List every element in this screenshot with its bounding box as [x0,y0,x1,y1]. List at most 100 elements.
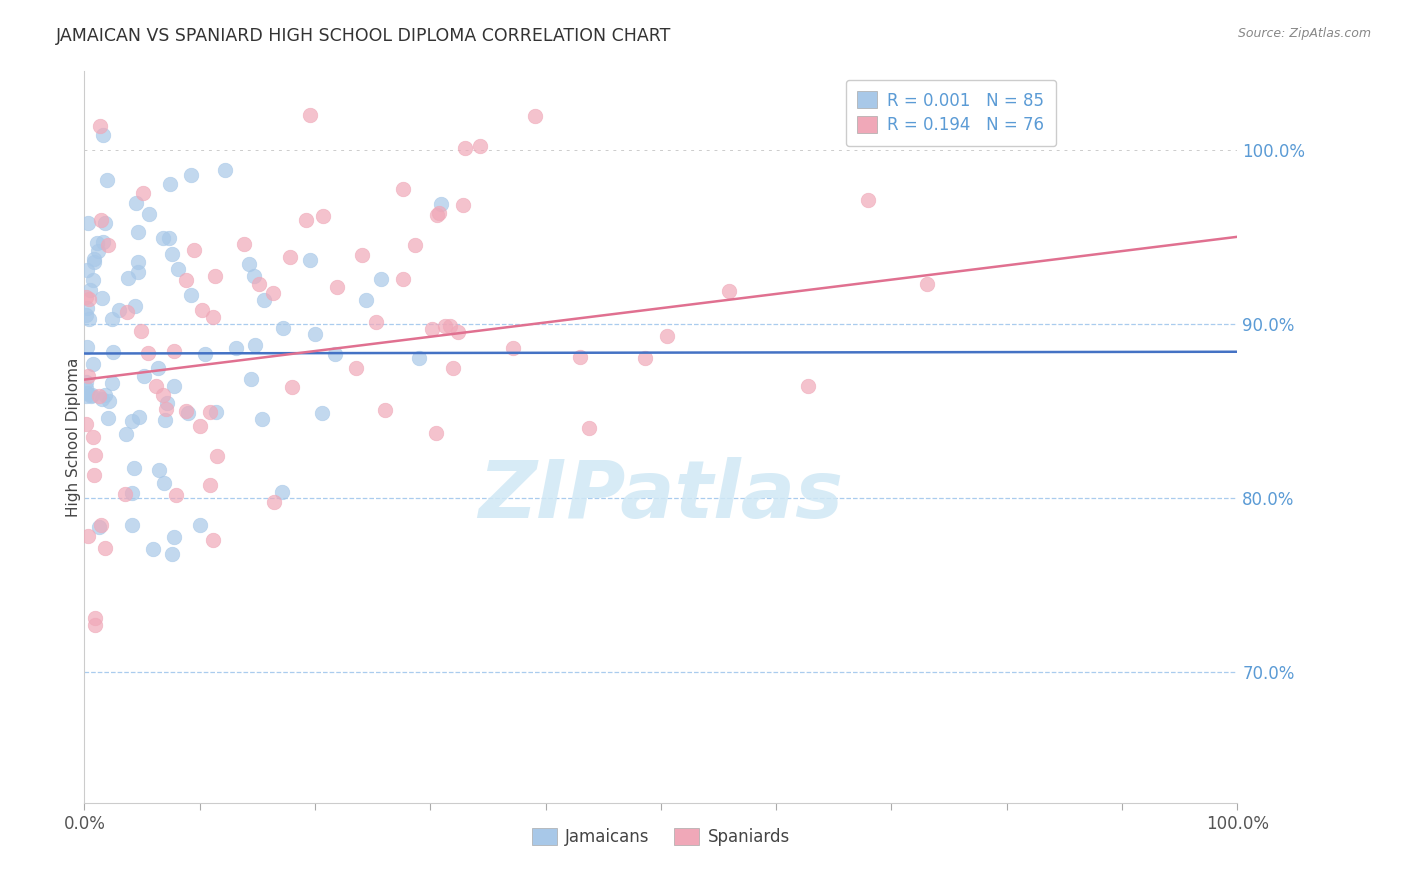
Point [84,617,107,632]
Point [83,611,105,625]
Point [90,517,112,532]
Point [177,406,200,420]
Point [524,110,547,124]
Point [162,547,184,561]
Point [128,410,150,425]
Point [311,407,333,421]
Point [129,324,152,338]
Point [426,209,449,223]
Point [326,280,349,294]
Point [797,379,820,393]
Point [101,345,124,359]
Point [121,485,143,500]
Point [917,277,939,292]
Point [124,299,146,313]
Point [578,421,600,435]
Point [245,337,267,351]
Point [100,311,122,326]
Point [451,197,474,211]
Point [205,449,228,463]
Point [83,467,105,482]
Point [717,284,740,298]
Text: JAMAICAN VS SPANIARD HIGH SCHOOL DIPLOMA CORRELATION CHART: JAMAICAN VS SPANIARD HIGH SCHOOL DIPLOMA… [56,27,672,45]
Point [634,351,657,365]
Point [97,393,120,408]
Point [323,346,346,360]
Point [117,271,139,285]
Point [162,247,184,261]
Point [299,252,322,267]
Point [205,405,228,419]
Point [156,396,179,410]
Point [304,326,326,341]
Point [655,329,678,343]
Point [364,315,387,329]
Point [159,177,181,191]
Point [430,197,453,211]
Point [152,476,174,491]
Point [155,402,177,417]
Point [94,388,117,402]
Point [145,378,167,392]
Point [194,347,217,361]
Point [75,308,97,322]
Point [433,319,456,334]
Point [83,252,105,267]
Point [468,138,491,153]
Point [167,262,190,277]
Point [295,213,318,227]
Point [132,186,155,201]
Point [117,305,139,319]
Point [240,372,263,386]
Point [447,325,470,339]
Legend: Jamaicans, Spaniards: Jamaicans, Spaniards [524,822,797,853]
Point [77,368,100,383]
Point [425,425,447,440]
Point [281,380,304,394]
Point [101,376,124,390]
Point [127,255,149,269]
Point [82,273,104,287]
Point [225,341,247,355]
Point [191,303,214,318]
Point [91,128,114,143]
Point [77,293,100,307]
Point [97,410,120,425]
Point [502,341,524,355]
Point [90,392,112,407]
Point [76,340,98,354]
Point [408,351,430,365]
Point [136,346,159,360]
Point [87,244,110,259]
Point [214,163,236,178]
Point [146,361,169,376]
Point [89,389,111,403]
Point [278,250,301,264]
Point [299,108,322,122]
Point [89,120,111,134]
Point [350,248,373,262]
Point [253,293,276,307]
Point [344,361,367,376]
Point [404,238,426,252]
Point [439,318,461,333]
Point [233,236,256,251]
Point [107,302,129,317]
Y-axis label: High School Diploma: High School Diploma [66,358,80,516]
Point [252,411,274,425]
Point [157,231,180,245]
Point [200,405,222,419]
Point [80,389,103,403]
Point [152,231,174,245]
Point [80,388,103,402]
Point [312,209,335,223]
Point [134,369,156,384]
Point [127,225,149,239]
Point [391,182,413,196]
Point [76,263,98,277]
Point [262,285,284,300]
Point [1011,108,1033,122]
Point [391,272,413,286]
Point [180,168,202,182]
Point [91,235,114,249]
